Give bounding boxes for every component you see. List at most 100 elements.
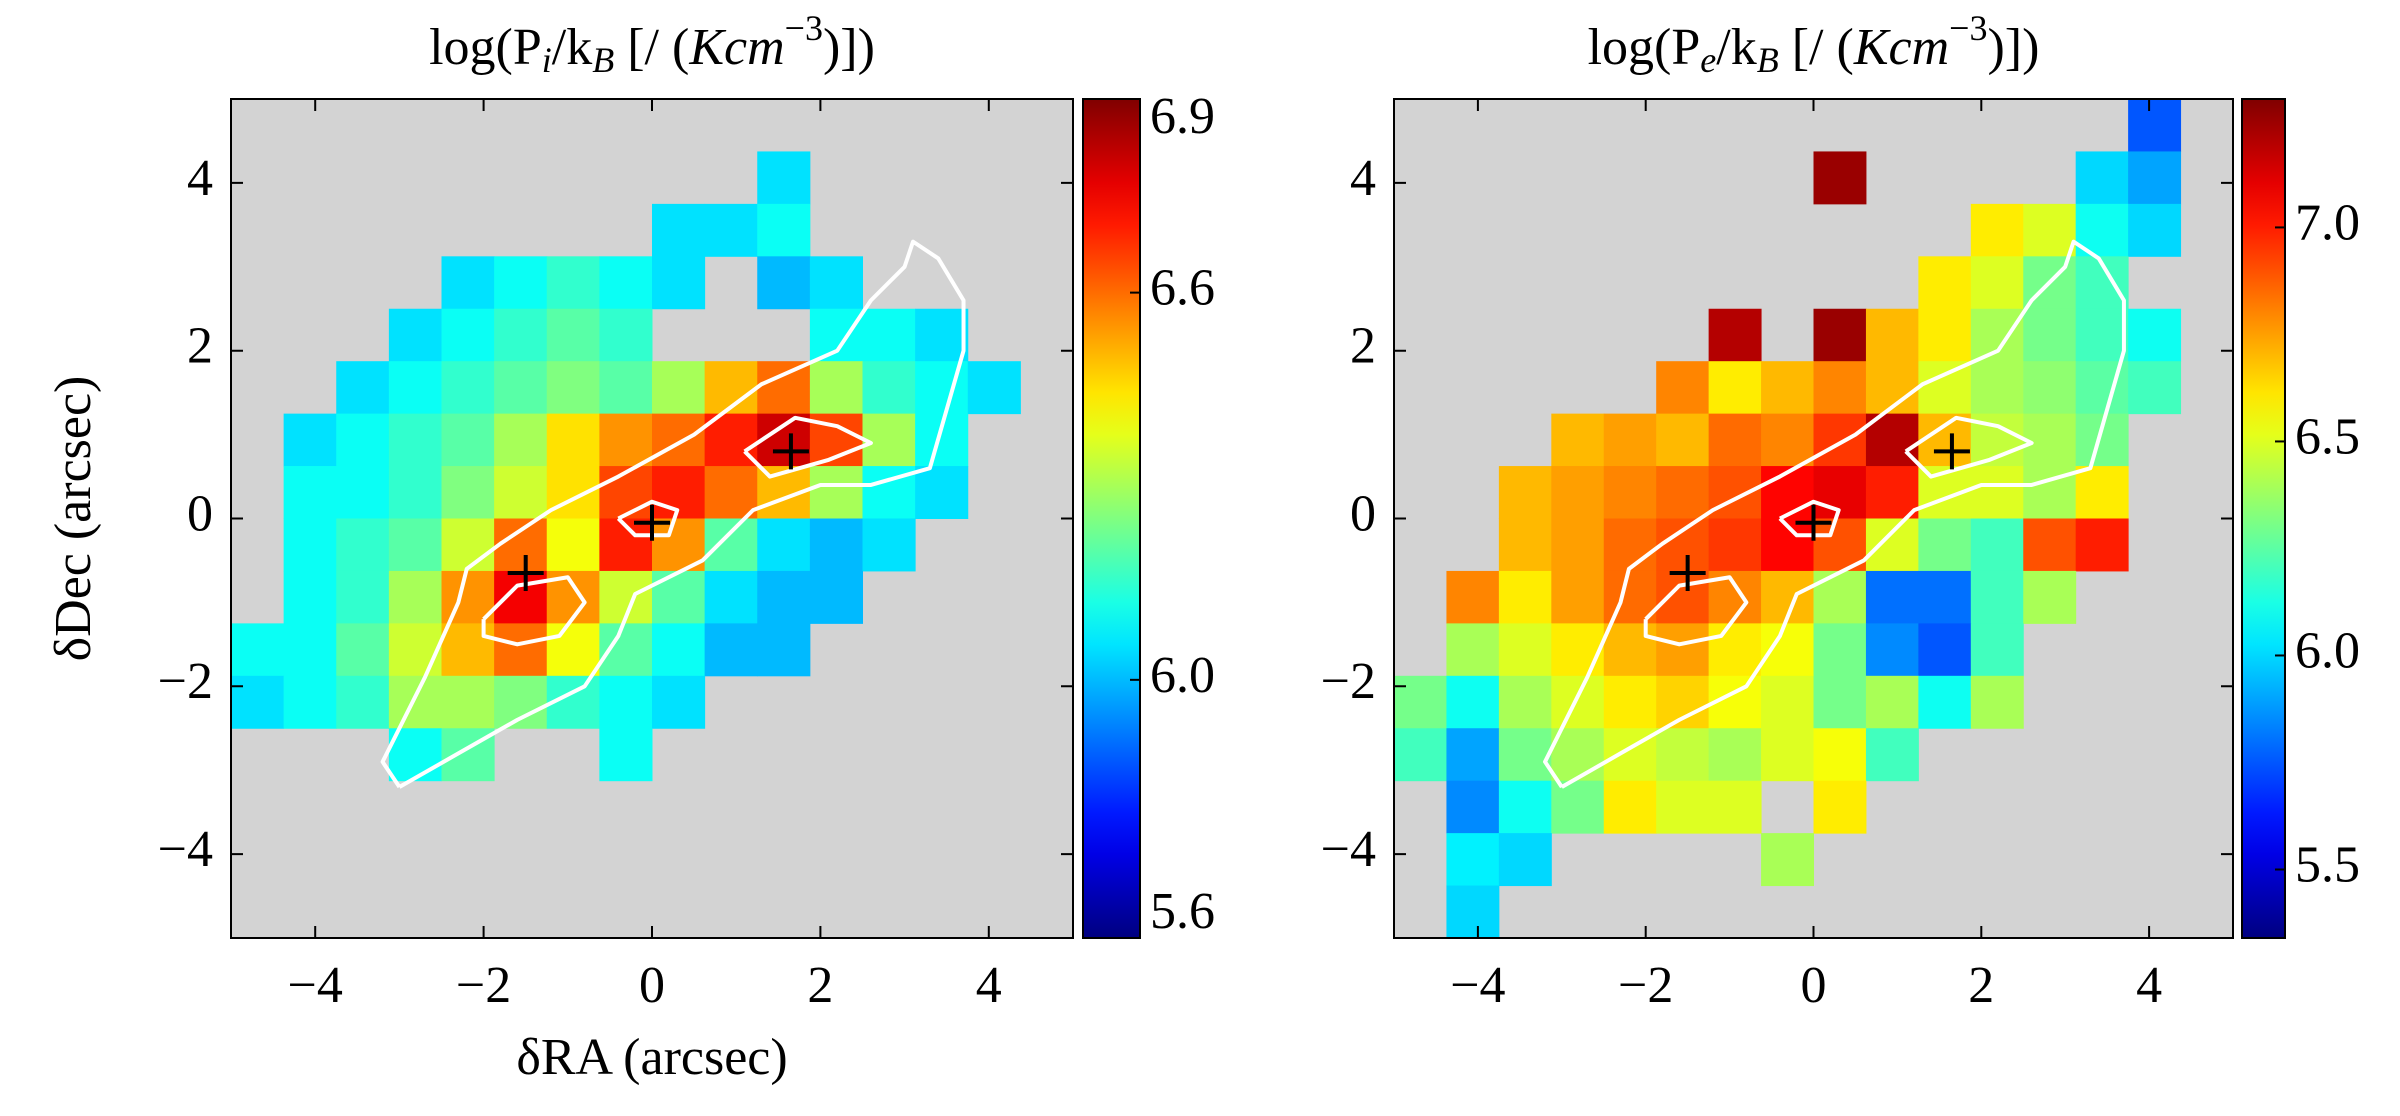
title-part: log(P <box>1588 19 1701 76</box>
heatmap-cell <box>1551 675 1605 729</box>
x-tick-label: −4 <box>1450 957 1505 1014</box>
heatmap-cell <box>1708 780 1762 834</box>
chart-title: log(Pe/kB [/ (Kcm−3)]) <box>1588 8 2040 80</box>
heatmap-cell <box>1708 308 1762 362</box>
heatmap-cell <box>388 623 442 677</box>
contour <box>1778 499 1841 538</box>
heatmap-cell <box>1498 675 1552 729</box>
heatmap-cell <box>1551 413 1605 467</box>
title-part: −3 <box>785 8 823 48</box>
heatmap-cell <box>1865 466 1919 519</box>
heatmap-cell <box>599 361 653 415</box>
x-tick-label: −2 <box>456 957 511 1014</box>
heatmap-cell <box>494 518 548 572</box>
heatmap-cell <box>1761 361 1814 415</box>
heatmap-cell <box>1761 413 1814 467</box>
heatmap-cell <box>1918 518 1972 572</box>
cross-marker <box>772 433 809 470</box>
heatmap-cell <box>1551 623 1605 677</box>
heatmap-cell <box>1446 623 1500 677</box>
heatmap-cell <box>2128 361 2182 415</box>
colorbar-tick-label: 7.0 <box>2295 194 2360 251</box>
heatmap-cell <box>1813 361 1867 415</box>
heatmap-cell <box>1865 675 1919 729</box>
heatmap-cell <box>809 570 863 624</box>
heatmap-cell <box>757 570 811 624</box>
heatmap-cell <box>1918 675 1972 729</box>
heatmap-cell <box>1813 308 1867 362</box>
heatmap-cell <box>231 675 285 729</box>
heatmap-cell <box>1446 833 1500 887</box>
heatmap-cell <box>546 308 600 362</box>
heatmap-cell <box>494 361 548 415</box>
heatmap-cell <box>2023 413 2077 467</box>
heatmap-cell <box>1761 466 1814 519</box>
x-tick-label: −2 <box>1618 957 1673 1014</box>
heatmap-cell <box>1656 623 1710 677</box>
x-tick-label: 0 <box>639 957 665 1014</box>
heatmap-cell <box>1865 570 1919 624</box>
title-part: Kcm <box>1853 19 1949 76</box>
heatmap-cell <box>599 728 653 782</box>
heatmap-cell <box>1498 466 1552 519</box>
heatmap-cell <box>1656 466 1710 519</box>
heatmap-cell <box>441 308 495 362</box>
colorbar <box>2241 98 2286 939</box>
heatmap-cell <box>1603 780 1657 834</box>
y-tick-label: 4 <box>187 150 213 207</box>
heatmap-cell <box>1394 728 1447 782</box>
heatmap-cell <box>1761 728 1814 782</box>
heatmap-cell <box>2075 151 2129 205</box>
title-part: [/ ( <box>614 19 689 76</box>
title-part: −3 <box>1949 8 1987 48</box>
contour <box>1543 239 2126 789</box>
heatmap-cell <box>388 675 442 729</box>
plot-area <box>1394 99 2182 938</box>
heatmap-cell <box>1551 780 1605 834</box>
heatmap-cell <box>283 623 337 677</box>
y-tick-label: 4 <box>1350 150 1376 207</box>
heatmap-cell <box>757 413 811 467</box>
heatmap-cell <box>1970 203 2024 257</box>
heatmap-cell <box>1865 308 1919 362</box>
heatmap-cell <box>1498 728 1552 782</box>
heatmap-cell <box>967 361 1021 415</box>
heatmap-cell <box>1603 675 1657 729</box>
heatmap-cell <box>231 623 285 677</box>
heatmap-cell <box>1970 675 2024 729</box>
heatmap-cell <box>2023 203 2077 257</box>
heatmap-cell <box>1761 833 1814 887</box>
heatmap-cell <box>1708 466 1762 519</box>
heatmap-cell <box>494 623 548 677</box>
heatmap-cell <box>494 256 548 310</box>
heatmap-cell <box>388 466 442 519</box>
heatmap-cell <box>1656 518 1710 572</box>
heatmap-cell <box>1551 728 1605 782</box>
heatmap-cell <box>546 256 600 310</box>
heatmap-cell <box>441 413 495 467</box>
heatmap-cell <box>1970 308 2024 362</box>
heatmap-cell <box>388 308 442 362</box>
heatmap-cell <box>1970 518 2024 572</box>
contour <box>743 415 873 479</box>
heatmap-cell <box>809 518 863 572</box>
heatmap-cell <box>1813 675 1867 729</box>
heatmap-cell <box>1813 728 1867 782</box>
heatmap-cell <box>1656 780 1710 834</box>
heatmap-cell <box>757 361 811 415</box>
heatmap-cell <box>1656 570 1710 624</box>
heatmap-cell <box>1446 885 1500 938</box>
heatmap-cell <box>283 466 337 519</box>
heatmap-cell <box>1656 361 1710 415</box>
title-part: log(P <box>429 19 542 76</box>
heatmap-cell <box>809 308 863 362</box>
heatmap-cell <box>757 203 811 257</box>
heatmap-cell <box>1446 675 1500 729</box>
heatmap-cell <box>336 413 390 467</box>
heatmap-cell <box>1813 623 1867 677</box>
heatmap-cell <box>283 413 337 467</box>
y-tick-label: −4 <box>158 821 213 878</box>
colorbar-tick-label: 6.5 <box>2295 408 2360 465</box>
x-axis-label: δRA (arcsec) <box>516 1029 787 1086</box>
